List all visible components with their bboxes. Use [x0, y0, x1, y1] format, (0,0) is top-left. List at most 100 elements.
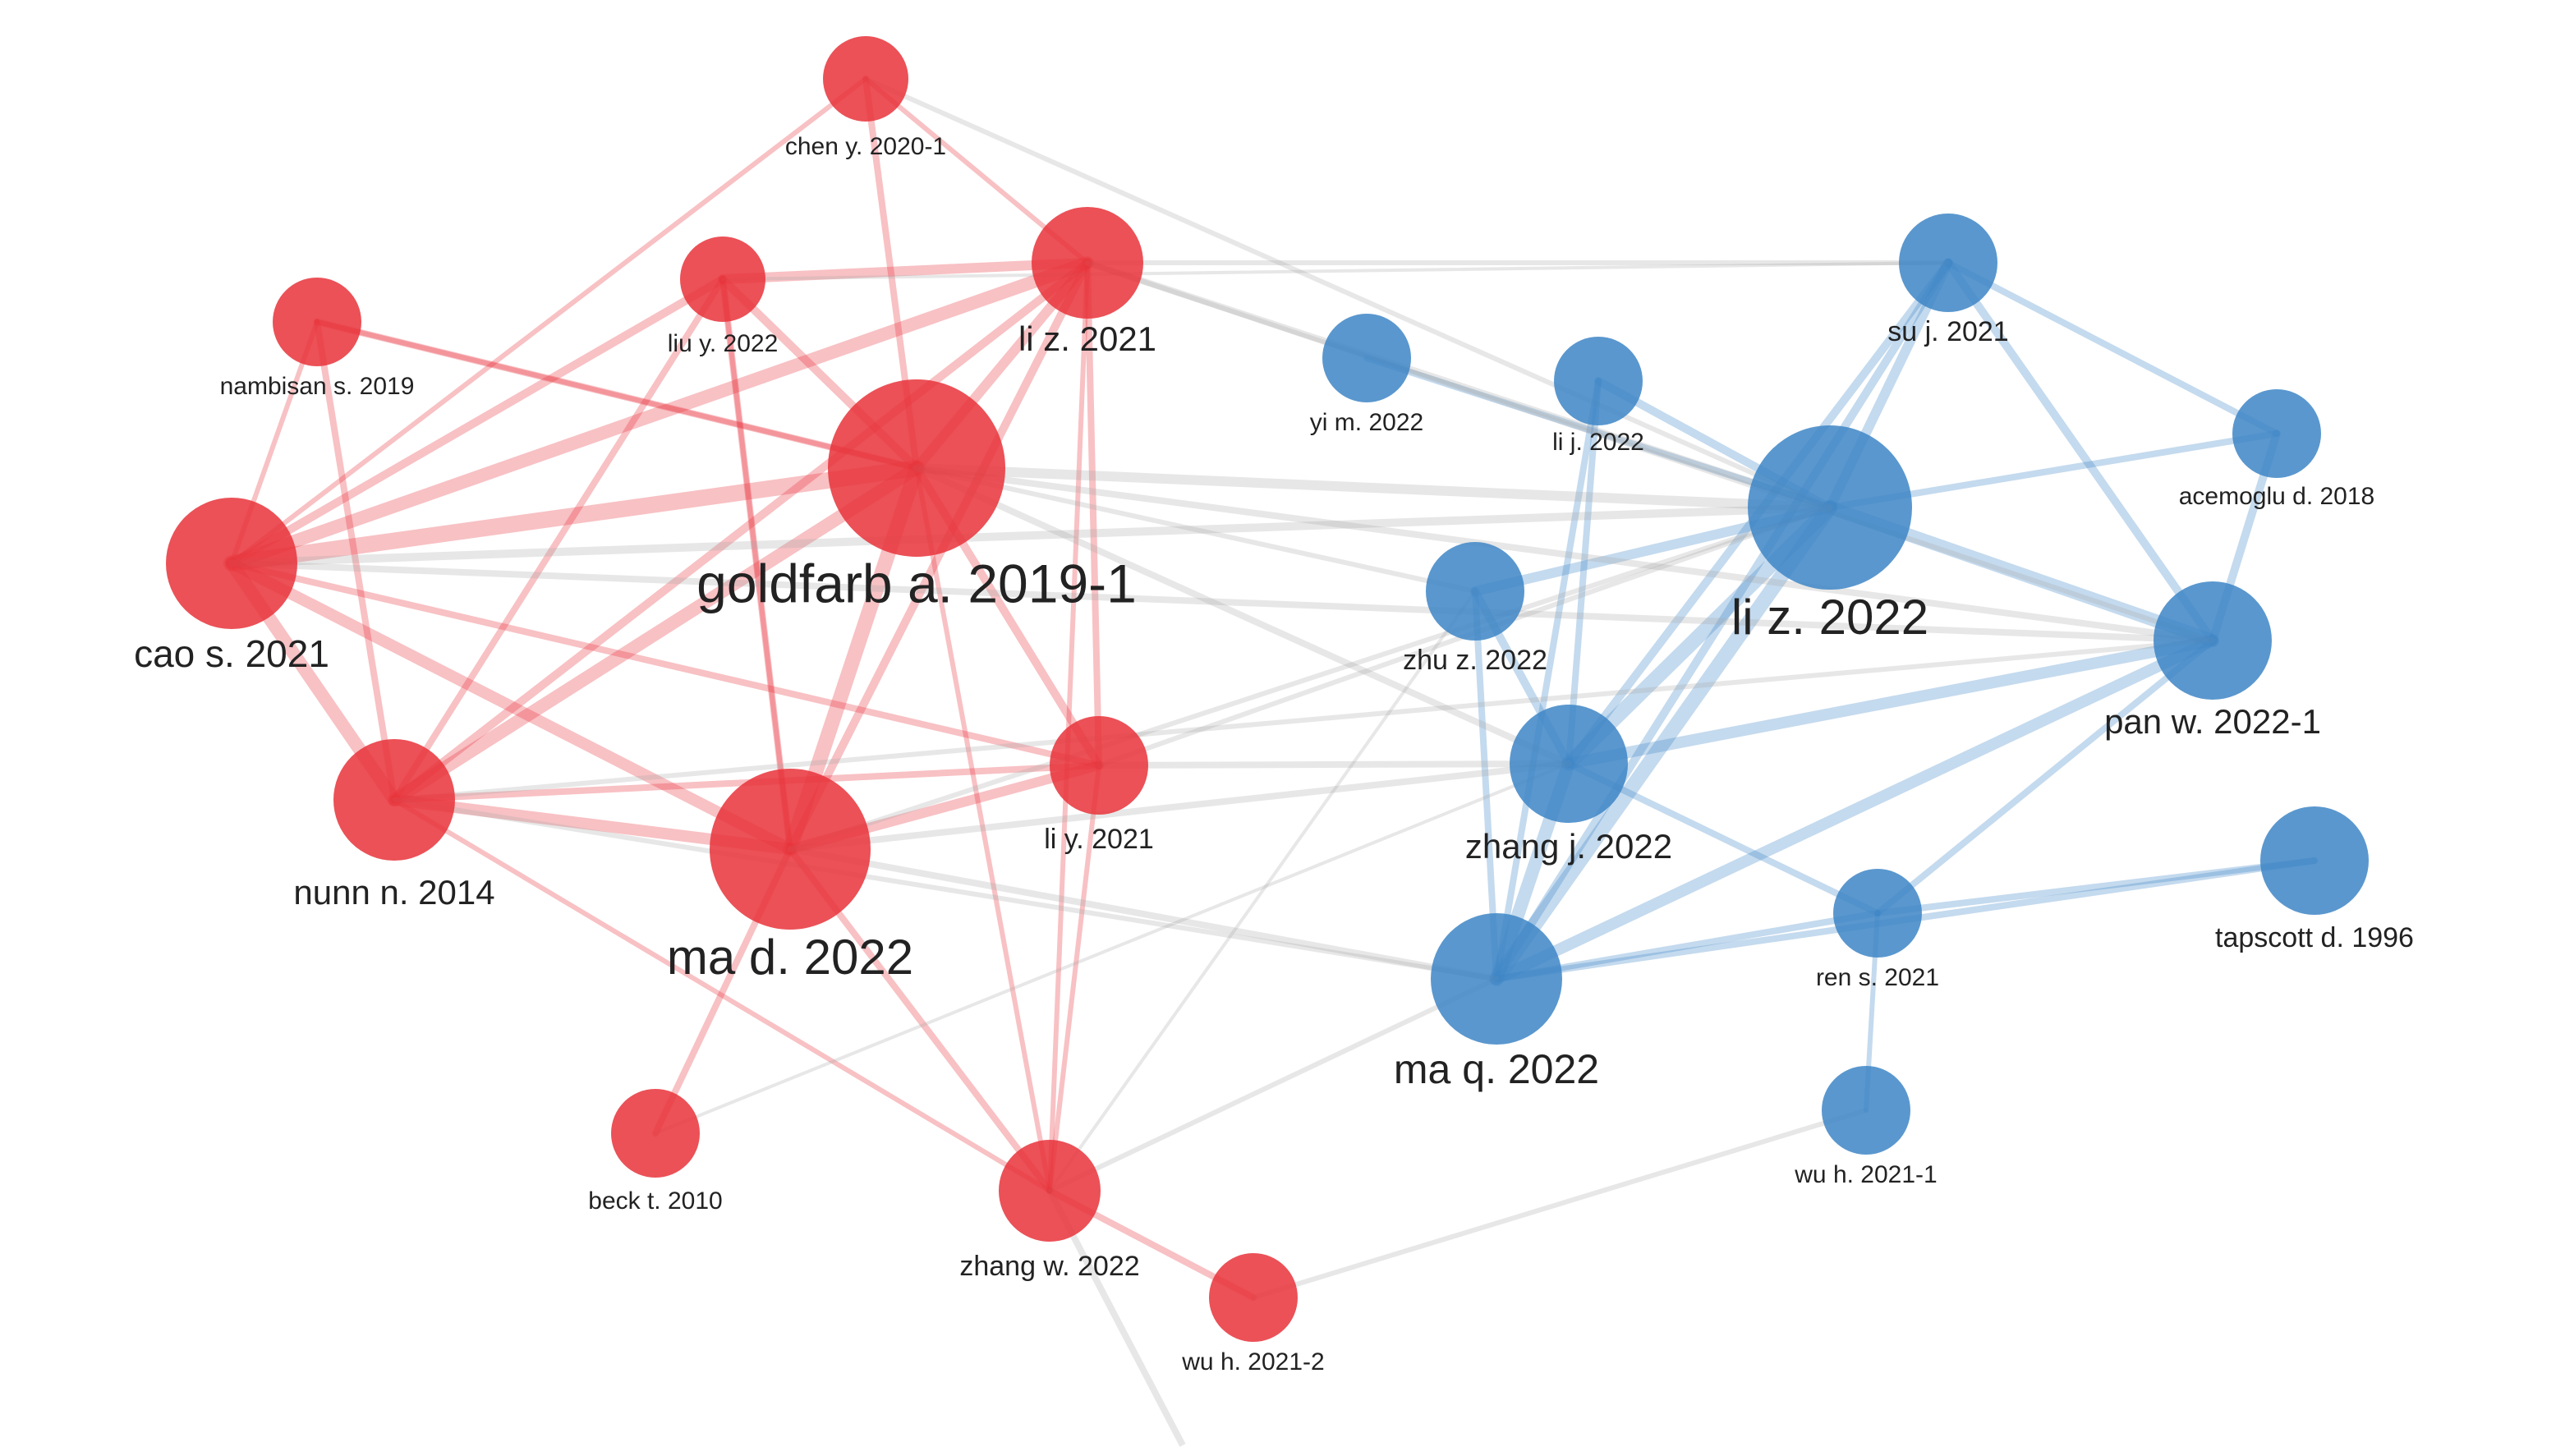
edge	[1493, 378, 1602, 982]
edge	[228, 560, 1102, 769]
edge	[226, 558, 796, 855]
node	[1322, 314, 1411, 402]
node	[1554, 337, 1643, 425]
node	[166, 498, 297, 629]
node	[1833, 869, 1922, 958]
node-label: yi m. 2022	[1310, 409, 1423, 436]
edge	[1047, 763, 1101, 1193]
node-label: cao s. 2021	[134, 632, 329, 675]
node	[1431, 913, 1562, 1045]
edge	[787, 760, 1572, 852]
node	[2232, 389, 2321, 478]
node-label: acemoglu d. 2018	[2179, 483, 2375, 510]
edge	[719, 276, 793, 852]
edge	[788, 505, 1832, 852]
node-label: li z. 2021	[1018, 319, 1156, 358]
edge	[388, 462, 923, 806]
edge	[392, 638, 2215, 802]
edge	[721, 261, 1950, 281]
node	[1748, 425, 1912, 590]
edge	[314, 319, 920, 471]
node-label: wu h. 2021-2	[1181, 1348, 1324, 1376]
node	[710, 769, 871, 930]
edge	[1874, 857, 2318, 916]
edge	[914, 466, 1052, 1193]
edge	[1874, 637, 2216, 916]
node	[2154, 581, 2272, 700]
edge	[720, 277, 793, 852]
node-label: ma q. 2022	[1394, 1046, 1599, 1092]
edge	[1944, 259, 2217, 645]
edge	[1096, 760, 1572, 769]
node-label: li j. 2022	[1552, 429, 1644, 456]
node	[1050, 716, 1148, 815]
edge	[390, 259, 1092, 804]
node-label: zhu z. 2022	[1403, 645, 1547, 676]
edge	[1047, 976, 1499, 1193]
edge	[913, 465, 1572, 767]
node-label: wu h. 2021-1	[1794, 1161, 1937, 1188]
edge	[1565, 378, 1602, 767]
node-label: chen y. 2020-1	[785, 133, 946, 160]
node	[611, 1089, 700, 1178]
edge	[913, 465, 2216, 644]
edge	[914, 466, 1478, 594]
node-label: li y. 2021	[1044, 824, 1154, 855]
node	[273, 278, 361, 366]
node	[823, 36, 908, 122]
edge	[1563, 635, 2218, 769]
edge	[225, 256, 1094, 570]
edge	[228, 275, 727, 567]
node-label: li z. 2022	[1731, 590, 1928, 645]
node-label: su j. 2021	[1887, 316, 2008, 347]
node-label: liu y. 2022	[668, 330, 779, 357]
node-label: zhang j. 2022	[1465, 827, 1672, 866]
node-label: ma d. 2022	[667, 930, 913, 985]
edge	[1048, 590, 1477, 1192]
node-label: goldfarb a. 2019-1	[696, 553, 1137, 613]
edge	[1491, 635, 2218, 985]
edge	[654, 762, 1570, 1135]
node	[333, 739, 455, 861]
edge	[1251, 1108, 1869, 1300]
edge	[391, 276, 726, 803]
edge	[228, 503, 1834, 567]
edge	[315, 319, 919, 471]
node	[1032, 207, 1143, 319]
node	[828, 379, 1005, 557]
edge	[229, 76, 868, 566]
edge	[392, 797, 1499, 981]
edge	[228, 560, 2216, 644]
node-label: pan w. 2022-1	[2104, 702, 2321, 741]
node-label: nunn n. 2014	[293, 873, 494, 912]
labels: chen y. 2020-1 liu y. 2022 li z. 2021 nambi…	[134, 133, 2414, 1376]
node-label: zhang w. 2022	[959, 1251, 1139, 1282]
node	[1209, 1253, 1298, 1342]
edge	[1085, 260, 2215, 643]
edges	[223, 76, 2318, 1447]
edge	[223, 460, 925, 572]
node	[999, 1140, 1101, 1242]
node-label: beck t. 2010	[588, 1187, 722, 1215]
edge	[1945, 260, 2280, 437]
edge	[1489, 500, 1837, 986]
edge	[912, 463, 1835, 512]
node-label: nambisan s. 2019	[220, 373, 415, 400]
edge	[1084, 260, 1833, 511]
node-label: tapscott d. 1996	[2215, 922, 2414, 953]
edge	[1084, 260, 1102, 769]
edge	[392, 797, 1052, 1193]
edge	[787, 846, 1500, 982]
edge	[786, 259, 1092, 853]
node-label: ren s. 2021	[1816, 964, 1939, 991]
node	[1899, 214, 1997, 312]
nodes	[166, 36, 2369, 1342]
node	[1822, 1066, 1910, 1155]
edge	[314, 319, 398, 803]
node	[1426, 542, 1524, 641]
edge	[718, 258, 1092, 284]
edge	[1492, 259, 1952, 983]
node	[2260, 806, 2369, 915]
node	[680, 237, 765, 322]
